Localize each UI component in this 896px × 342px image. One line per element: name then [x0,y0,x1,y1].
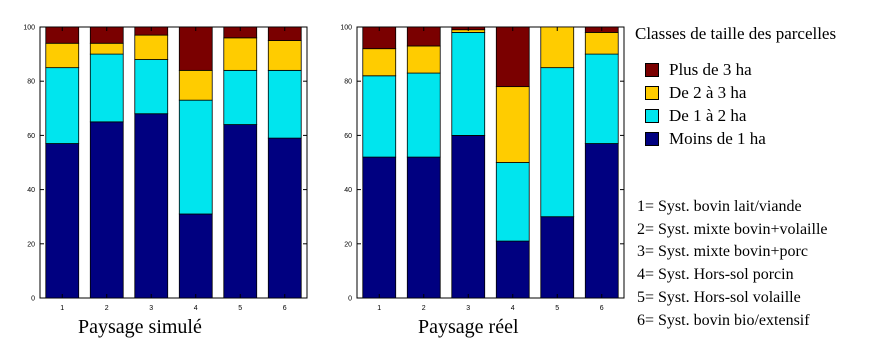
bar-segment [406,72,441,158]
y-tick-label: 20 [27,241,35,248]
x-tick-label: 6 [600,305,604,312]
chart-paysage-reel: 0 20 40 60 80 100 1 2 3 4 5 6 [340,25,625,312]
bar-segment [495,240,530,299]
bar-segment [223,124,258,299]
bar-segment [584,53,619,144]
bar-segment [495,86,530,163]
bar-segment [495,26,530,88]
legend-label: De 2 à 3 ha [669,82,747,102]
bar-segment [178,99,213,215]
bar-segment [540,67,575,218]
system-note-1: 1= Syst. bovin lait/viande [637,198,802,215]
bar-segment [223,69,258,125]
bar-segment [362,75,397,158]
y-tick-label: 80 [27,79,35,86]
bar-segment [134,113,169,299]
bar-segment [451,134,486,299]
bar-segment [178,26,213,71]
legend-item-de-1-a-2-ha: De 1 à 2 ha [635,104,836,127]
plot-area-frame [356,26,625,299]
bar-segment [134,59,169,115]
bar-segment [406,156,441,299]
x-tick-label: 1 [60,305,64,312]
legend: Classes de taille des parcelles Plus de … [635,24,836,150]
legend-swatch [645,131,659,146]
x-tick-label: 5 [238,305,242,312]
system-note-5: 5= Syst. Hors-sol volaille [637,288,801,306]
legend-swatch [645,108,659,123]
bar-segment [362,156,397,299]
y-tick-label: 100 [340,25,352,32]
bar-segment [45,143,80,299]
bar-segment [178,213,213,299]
system-notes: 1= Syst. bovin lait/viande 2= Syst. mixt… [637,196,827,332]
y-tick-label: 40 [344,187,352,194]
bar-segment [267,40,302,71]
x-tick-label: 4 [194,305,198,312]
plot-area-frame [39,26,308,299]
x-tick-label: 5 [555,305,559,312]
bar-segment [178,69,213,101]
x-tick-label: 4 [511,305,515,312]
bar-segment [584,32,619,55]
y-tick-label: 100 [23,25,35,32]
bar-segment [451,32,486,136]
system-note-4: 4= Syst. Hors-sol porcin [637,266,794,284]
bar-segment [89,121,124,299]
bar-segment [89,53,124,123]
y-tick-label: 20 [344,241,352,248]
bar-segment [540,216,575,299]
legend-item-plus-de-3-ha: Plus de 3 ha [635,58,836,81]
bar-segment [406,45,441,74]
y-tick-label: 0 [31,296,35,303]
system-note-3: 3= Syst. mixte bovin+porc [637,243,808,261]
legend-item-de-2-a-3-ha: De 2 à 3 ha [635,81,836,104]
bar-segment [362,48,397,77]
chart-title-paysage-simule: Paysage simulé [78,316,202,338]
bar-segment [267,137,302,299]
x-tick-label: 2 [105,305,109,312]
bar-segment [134,34,169,60]
legend-label: Moins de 1 ha [669,128,766,148]
bar-segment [495,162,530,242]
bar-segment [45,42,80,69]
bar-segment [540,26,575,69]
system-note-6: 6= Syst. bovin bio/extensif [637,311,810,329]
y-tick-label: 60 [344,133,352,140]
x-tick-label: 2 [422,305,426,312]
x-tick-label: 3 [466,305,470,312]
bar-segment [584,143,619,299]
y-tick-label: 0 [348,296,352,303]
bar-segment [267,69,302,139]
bar-segment [45,67,80,144]
legend-label: Plus de 3 ha [669,59,752,79]
legend-label: De 1 à 2 ha [669,105,747,125]
x-tick-label: 6 [283,305,287,312]
legend-item-moins-de-1-ha: Moins de 1 ha [635,127,836,150]
legend-swatch [645,62,659,77]
bar-segment [89,42,124,55]
bar-segment [223,37,258,71]
x-tick-label: 3 [149,305,153,312]
legend-swatch [645,85,659,100]
chart-paysage-simule: 0 20 40 60 80 100 1 2 3 4 5 6 [23,25,308,312]
y-tick-label: 40 [27,187,35,194]
y-tick-label: 80 [344,79,352,86]
y-tick-label: 60 [27,133,35,140]
x-tick-label: 1 [377,305,381,312]
system-note-2: 2= Syst. mixte bovin+volaille [637,220,828,238]
chart-title-paysage-reel: Paysage réel [418,316,519,338]
legend-title: Classes de taille des parcelles [635,24,837,43]
